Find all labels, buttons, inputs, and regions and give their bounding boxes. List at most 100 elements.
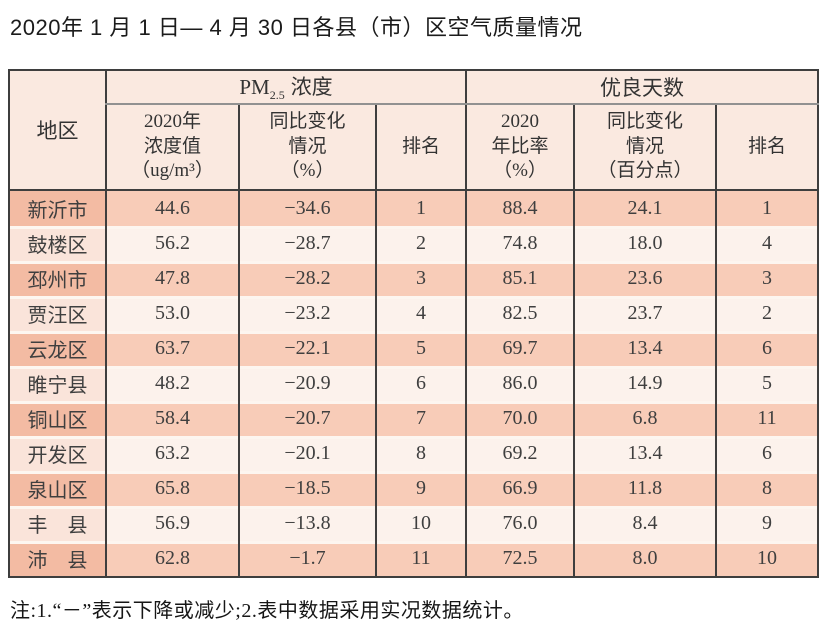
pm-value-cell: 47.8 <box>105 261 239 296</box>
table-row: 睢宁县 48.2 −20.9 6 86.0 14.9 5 <box>8 366 819 401</box>
pm-label-base: PM <box>239 75 270 99</box>
pm-value-cell: 48.2 <box>105 366 239 401</box>
table-row: 丰 县 56.9 −13.8 10 76.0 8.4 9 <box>8 506 819 541</box>
goodday-rank-cell: 3 <box>715 261 819 296</box>
goodday-change-cell: 13.4 <box>573 436 717 471</box>
region-cell: 云龙区 <box>8 331 106 366</box>
goodday-change-cell: 6.8 <box>573 401 717 436</box>
pm-label-subscript: 2.5 <box>269 88 285 102</box>
table-row: 云龙区 63.7 −22.1 5 69.7 13.4 6 <box>8 331 819 366</box>
region-cell: 铜山区 <box>8 401 106 436</box>
goodday-rate-cell: 82.5 <box>465 296 575 331</box>
goodday-rank-cell: 11 <box>715 401 819 436</box>
region-cell: 泉山区 <box>8 471 106 506</box>
goodday-rank-cell: 10 <box>715 541 819 577</box>
table-row: 贾汪区 53.0 −23.2 4 82.5 23.7 2 <box>8 296 819 331</box>
pm-rank-cell: 9 <box>374 471 467 506</box>
goodday-rate-cell: 70.0 <box>465 401 575 436</box>
column-group-good-days: 优良天数 <box>465 70 819 105</box>
table-row: 鼓楼区 56.2 −28.7 2 74.8 18.0 4 <box>8 226 819 261</box>
air-quality-table: 地区 PM2.5 浓度 优良天数 2020年 浓度值 （ug/m³） 同比变化 情… <box>8 69 820 578</box>
column-header-goodday-rank: 排名 <box>715 104 819 191</box>
pm-value-cell: 65.8 <box>105 471 239 506</box>
goodday-change-cell: 23.7 <box>573 296 717 331</box>
table-row: 邳州市 47.8 −28.2 3 85.1 23.6 3 <box>8 261 819 296</box>
goodday-rate-cell: 85.1 <box>465 261 575 296</box>
column-header-pm-yoy-change: 同比变化 情况 （%） <box>238 104 376 191</box>
pm-change-cell: −20.9 <box>238 366 376 401</box>
pm-change-cell: −13.8 <box>238 506 376 541</box>
goodday-rank-cell: 1 <box>715 190 819 226</box>
pm-label-rest: 浓度 <box>290 75 333 99</box>
pm-rank-cell: 6 <box>374 366 467 401</box>
header-sub-row: 2020年 浓度值 （ug/m³） 同比变化 情况 （%） 排名 2020 年比… <box>9 104 819 191</box>
pm-rank-cell: 5 <box>374 331 467 366</box>
region-cell: 邳州市 <box>8 261 106 296</box>
pm-change-cell: −23.2 <box>238 296 376 331</box>
pm-rank-cell: 2 <box>374 226 467 261</box>
pm-rank-cell: 3 <box>374 261 467 296</box>
region-cell: 沛 县 <box>8 541 106 577</box>
column-header-goodday-rate: 2020 年比率 （%） <box>465 104 575 191</box>
goodday-rate-cell: 66.9 <box>465 471 575 506</box>
goodday-change-cell: 23.6 <box>573 261 717 296</box>
pm-value-cell: 53.0 <box>105 296 239 331</box>
goodday-rank-cell: 6 <box>715 436 819 471</box>
column-header-goodday-yoy-change: 同比变化 情况 （百分点） <box>573 104 717 191</box>
goodday-change-cell: 8.4 <box>573 506 717 541</box>
column-group-pm25: PM2.5 浓度 <box>104 70 467 105</box>
table-row: 开发区 63.2 −20.1 8 69.2 13.4 6 <box>8 436 819 471</box>
column-header-region: 地区 <box>8 70 106 191</box>
pm-rank-cell: 10 <box>374 506 467 541</box>
goodday-rank-cell: 5 <box>715 366 819 401</box>
goodday-rate-cell: 69.2 <box>465 436 575 471</box>
goodday-change-cell: 11.8 <box>573 471 717 506</box>
page-title: 2020年 1 月 1 日— 4 月 30 日各县（市）区空气质量情况 <box>10 15 583 40</box>
region-cell: 新沂市 <box>8 190 106 226</box>
pm-value-cell: 56.9 <box>105 506 239 541</box>
region-cell: 丰 县 <box>8 506 106 541</box>
goodday-rank-cell: 4 <box>715 226 819 261</box>
pm-change-cell: −28.7 <box>238 226 376 261</box>
footnote: 注:1.“－”表示下降或减少;2.表中数据采用实况数据统计。 <box>10 600 524 622</box>
column-header-pm-concentration: 2020年 浓度值 （ug/m³） <box>105 104 239 191</box>
pm-value-cell: 44.6 <box>105 190 239 226</box>
region-cell: 开发区 <box>8 436 106 471</box>
table-row: 铜山区 58.4 −20.7 7 70.0 6.8 11 <box>8 401 819 436</box>
pm-value-cell: 58.4 <box>105 401 239 436</box>
goodday-rank-cell: 9 <box>715 506 819 541</box>
goodday-rate-cell: 86.0 <box>465 366 575 401</box>
pm-change-cell: −28.2 <box>238 261 376 296</box>
table-row: 新沂市 44.6 −34.6 1 88.4 24.1 1 <box>8 190 819 226</box>
goodday-change-cell: 18.0 <box>573 226 717 261</box>
pm-rank-cell: 1 <box>374 190 467 226</box>
goodday-rate-cell: 69.7 <box>465 331 575 366</box>
goodday-rank-cell: 2 <box>715 296 819 331</box>
goodday-rate-cell: 74.8 <box>465 226 575 261</box>
goodday-rank-cell: 8 <box>715 471 819 506</box>
pm-change-cell: −20.7 <box>238 401 376 436</box>
goodday-rank-cell: 6 <box>715 331 819 366</box>
goodday-rate-cell: 76.0 <box>465 506 575 541</box>
table-header: 地区 PM2.5 浓度 优良天数 2020年 浓度值 （ug/m³） 同比变化 情… <box>8 70 819 191</box>
goodday-change-cell: 24.1 <box>573 190 717 226</box>
table-body: 新沂市 44.6 −34.6 1 88.4 24.1 1 鼓楼区 56.2 −2… <box>8 190 819 577</box>
pm-change-cell: −34.6 <box>238 190 376 226</box>
pm-value-cell: 56.2 <box>105 226 239 261</box>
goodday-change-cell: 8.0 <box>573 541 717 577</box>
goodday-change-cell: 13.4 <box>573 331 717 366</box>
column-header-pm-rank: 排名 <box>374 104 467 191</box>
pm-change-cell: −20.1 <box>238 436 376 471</box>
pm-rank-cell: 7 <box>374 401 467 436</box>
table-row: 沛 县 62.8 −1.7 11 72.5 8.0 10 <box>8 541 819 577</box>
pm-value-cell: 63.7 <box>105 331 239 366</box>
pm-change-cell: −22.1 <box>238 331 376 366</box>
goodday-rate-cell: 88.4 <box>465 190 575 226</box>
region-cell: 睢宁县 <box>8 366 106 401</box>
goodday-change-cell: 14.9 <box>573 366 717 401</box>
pm-value-cell: 62.8 <box>105 541 239 577</box>
region-cell: 贾汪区 <box>8 296 106 331</box>
goodday-rate-cell: 72.5 <box>465 541 575 577</box>
pm-change-cell: −1.7 <box>238 541 376 577</box>
region-cell: 鼓楼区 <box>8 226 106 261</box>
